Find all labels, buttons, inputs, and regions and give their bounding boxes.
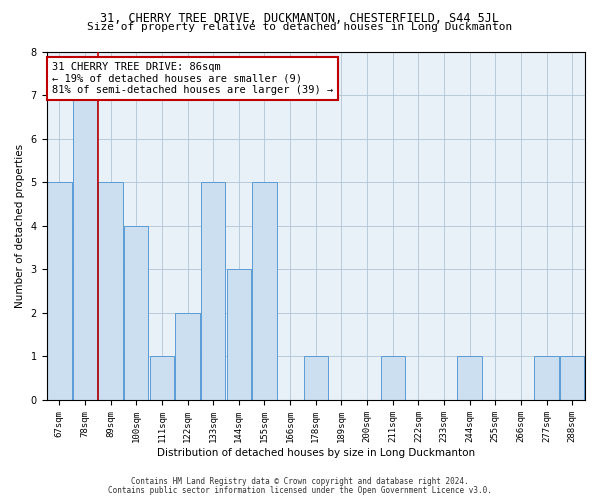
Text: 31 CHERRY TREE DRIVE: 86sqm
← 19% of detached houses are smaller (9)
81% of semi: 31 CHERRY TREE DRIVE: 86sqm ← 19% of det… xyxy=(52,62,333,95)
Bar xyxy=(175,313,200,400)
Bar xyxy=(304,356,328,400)
Text: Contains public sector information licensed under the Open Government Licence v3: Contains public sector information licen… xyxy=(108,486,492,495)
Bar xyxy=(560,356,584,400)
Bar xyxy=(73,95,97,400)
Bar xyxy=(227,270,251,400)
Bar xyxy=(253,182,277,400)
Bar xyxy=(98,182,123,400)
Bar xyxy=(380,356,405,400)
Text: Contains HM Land Registry data © Crown copyright and database right 2024.: Contains HM Land Registry data © Crown c… xyxy=(131,477,469,486)
Bar xyxy=(457,356,482,400)
Bar xyxy=(201,182,226,400)
Y-axis label: Number of detached properties: Number of detached properties xyxy=(15,144,25,308)
Text: Size of property relative to detached houses in Long Duckmanton: Size of property relative to detached ho… xyxy=(88,22,512,32)
Text: 31, CHERRY TREE DRIVE, DUCKMANTON, CHESTERFIELD, S44 5JL: 31, CHERRY TREE DRIVE, DUCKMANTON, CHEST… xyxy=(101,12,499,26)
X-axis label: Distribution of detached houses by size in Long Duckmanton: Distribution of detached houses by size … xyxy=(157,448,475,458)
Bar xyxy=(124,226,148,400)
Bar xyxy=(150,356,174,400)
Bar xyxy=(47,182,71,400)
Bar xyxy=(535,356,559,400)
